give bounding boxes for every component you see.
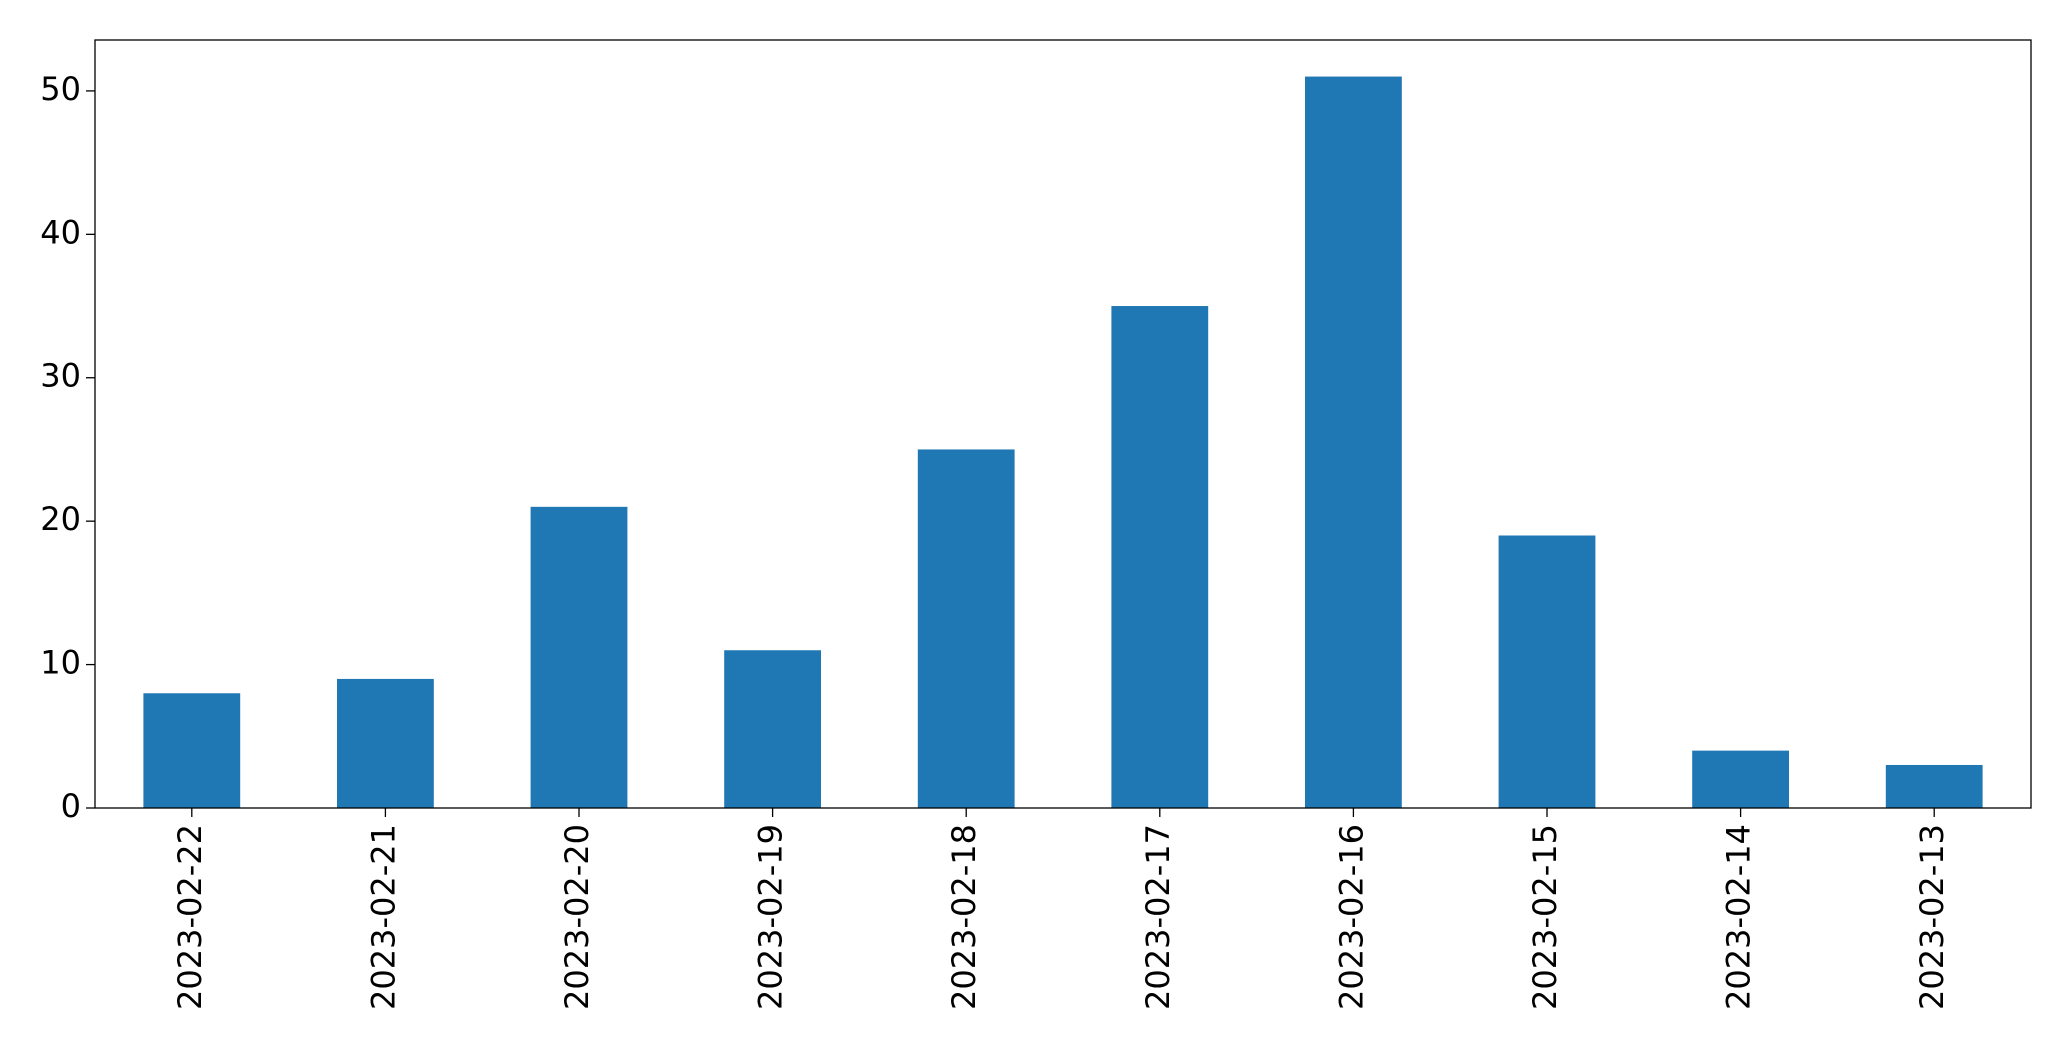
y-tick-label: 30: [40, 357, 81, 395]
bar: [1692, 750, 1789, 808]
bar: [917, 449, 1015, 808]
bar: [337, 678, 434, 808]
y-tick-label: 0: [61, 787, 81, 825]
bar: [1111, 306, 1209, 808]
x-tick-label: 2023-02-17: [1139, 824, 1177, 1010]
y-tick-label: 10: [40, 644, 81, 682]
x-tick-label: 2023-02-15: [1526, 824, 1564, 1010]
bar: [143, 693, 241, 808]
x-tick-label: 2023-02-20: [558, 824, 596, 1010]
y-tick-label: 40: [40, 213, 81, 251]
bar: [1498, 535, 1596, 808]
x-tick-label: 2023-02-16: [1332, 824, 1370, 1010]
bar: [530, 506, 628, 808]
y-tick-label: 50: [40, 70, 81, 108]
bar: [724, 650, 821, 808]
x-tick-label: 2023-02-19: [752, 824, 790, 1010]
x-tick-label: 2023-02-21: [364, 824, 402, 1010]
bar: [1885, 764, 1983, 808]
y-tick-label: 20: [40, 500, 81, 538]
x-tick-label: 2023-02-18: [945, 824, 983, 1010]
axes-frame: [94, 39, 2032, 809]
x-tick-label: 2023-02-22: [171, 824, 209, 1010]
x-tick-label: 2023-02-13: [1913, 824, 1951, 1010]
x-tick-label: 2023-02-14: [1720, 824, 1758, 1010]
bar: [1305, 76, 1402, 809]
